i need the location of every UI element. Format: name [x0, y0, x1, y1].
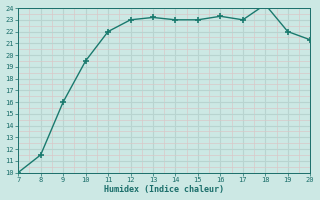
- X-axis label: Humidex (Indice chaleur): Humidex (Indice chaleur): [104, 185, 224, 194]
